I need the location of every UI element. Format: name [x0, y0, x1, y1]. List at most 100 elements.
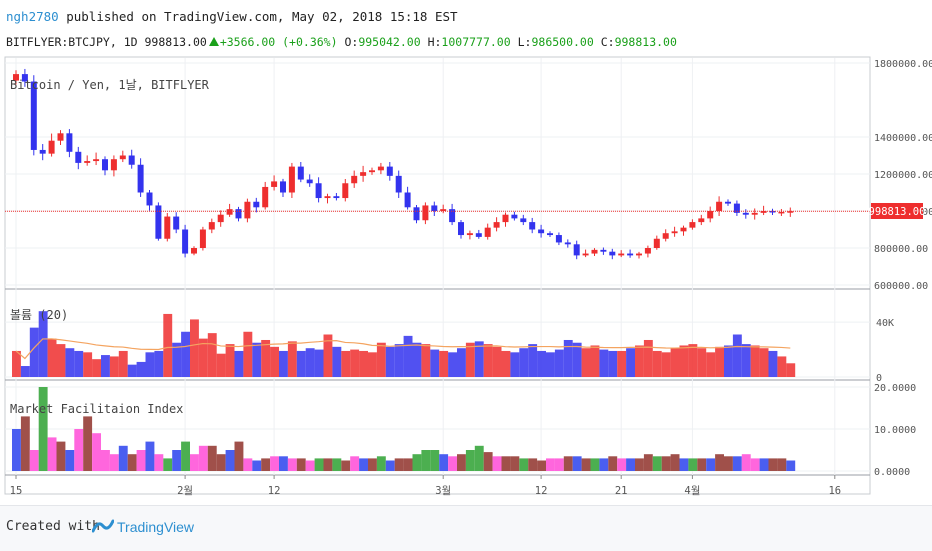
- volume-bar: [635, 345, 644, 377]
- volume-bar: [724, 345, 733, 377]
- candle-body: [191, 248, 197, 254]
- candle-body: [102, 159, 108, 171]
- candle-body: [66, 133, 73, 152]
- candle-body: [458, 222, 464, 236]
- candle-body: [555, 235, 562, 243]
- volume-bar: [599, 349, 609, 377]
- chart-frame: [4, 56, 871, 495]
- candle-body: [787, 211, 794, 213]
- candle-body: [573, 244, 580, 256]
- candle-body: [520, 218, 527, 223]
- candle-body: [377, 166, 384, 171]
- candle-body: [217, 214, 224, 223]
- mfi-bar: [279, 456, 288, 471]
- mfi-bar: [439, 454, 449, 471]
- candle-body: [653, 238, 660, 248]
- symbol-label: BITFLYER:BTCJPY, 1D: [6, 35, 138, 49]
- price-tick-label: 600000.00: [874, 281, 928, 292]
- price-tick-label: 800000.00: [874, 244, 928, 255]
- volume-bar: [412, 342, 422, 377]
- mfi-bar: [109, 454, 119, 471]
- mfi-bar: [376, 456, 386, 471]
- mfi-bar: [270, 456, 279, 471]
- publish-line: ngh2780 published on TradingView.com, Ma…: [6, 9, 458, 24]
- mfi-bar: [190, 454, 199, 471]
- axes-layer: 600000.00800000.001000000.001200000.0014…: [10, 59, 932, 497]
- volume-bar: [261, 339, 271, 377]
- mfi-bar: [599, 458, 609, 471]
- candle-body: [110, 159, 117, 171]
- candle-body: [208, 222, 215, 230]
- candle-body: [466, 233, 473, 236]
- volume-bar: [38, 311, 48, 377]
- candle-body: [360, 172, 367, 176]
- volume-bar: [430, 349, 440, 377]
- volume-bar: [270, 346, 279, 377]
- mfi-layer: [12, 387, 796, 471]
- volume-bar: [252, 342, 262, 377]
- price-badge-label: 998813.00: [869, 206, 926, 218]
- time-tick-label: 2월: [177, 485, 193, 497]
- volume-bar: [314, 349, 324, 377]
- volume-bar: [12, 350, 21, 377]
- author-link[interactable]: ngh2780: [6, 9, 59, 24]
- tradingview-brand-link[interactable]: TradingView: [117, 519, 195, 535]
- candle-body: [75, 151, 82, 163]
- volume-bar: [563, 339, 573, 377]
- mfi-bar: [74, 429, 84, 471]
- candle-body: [288, 166, 295, 193]
- chart-canvas[interactable]: 600000.00800000.001000000.001200000.0014…: [0, 0, 932, 505]
- candle-body: [128, 155, 135, 165]
- mfi-bar: [350, 456, 360, 471]
- mfi-bar: [519, 458, 529, 471]
- volume-bar: [457, 348, 466, 377]
- low-value: 986500.00: [531, 35, 594, 49]
- candle-body: [342, 183, 349, 199]
- candle-body: [173, 216, 180, 230]
- time-tick-label: 3월: [435, 485, 451, 497]
- candle-body: [164, 216, 171, 239]
- candle-body: [386, 166, 393, 176]
- mfi-bar: [492, 456, 502, 471]
- mfi-bar: [261, 458, 271, 471]
- volume-bar: [421, 344, 431, 377]
- volume-bar: [101, 355, 110, 377]
- candle-body: [84, 161, 91, 163]
- volume-bar: [385, 346, 395, 377]
- mfi-bar: [29, 450, 39, 471]
- mfi-bar: [617, 458, 627, 471]
- volume-bar: [617, 350, 627, 377]
- candle-body: [369, 170, 375, 173]
- volume-tick-label: 0: [876, 373, 882, 384]
- volume-bar: [670, 348, 680, 377]
- volume-bar: [688, 344, 698, 377]
- candle-body: [751, 212, 758, 215]
- candle-body: [119, 155, 126, 160]
- volume-bar: [590, 345, 600, 377]
- mfi-bar: [216, 454, 226, 471]
- volume-bar: [697, 348, 707, 377]
- volume-bar: [439, 350, 449, 377]
- candle-body: [707, 211, 714, 219]
- candle-body: [21, 74, 28, 82]
- volume-bar: [305, 348, 315, 377]
- candle-body: [511, 214, 518, 219]
- last-price: 998813.00: [144, 35, 207, 49]
- candle-body: [422, 205, 429, 221]
- candle-body: [137, 164, 144, 193]
- mfi-bar: [56, 441, 66, 471]
- volume-bar: [127, 364, 137, 377]
- mfi-bar: [715, 454, 724, 471]
- mfi-bar: [546, 458, 555, 471]
- mfi-bar: [38, 387, 48, 471]
- mfi-bar: [510, 456, 520, 471]
- volume-bar: [376, 342, 386, 377]
- mfi-bar: [652, 456, 662, 471]
- candle-body: [315, 183, 322, 199]
- candle-body: [680, 227, 687, 232]
- high-value: 1007777.00: [441, 35, 511, 49]
- mfi-bar: [163, 458, 173, 471]
- change-value: +3566.00 (+0.36%): [219, 35, 338, 49]
- mfi-bar: [421, 450, 431, 471]
- volume-bar: [501, 350, 511, 377]
